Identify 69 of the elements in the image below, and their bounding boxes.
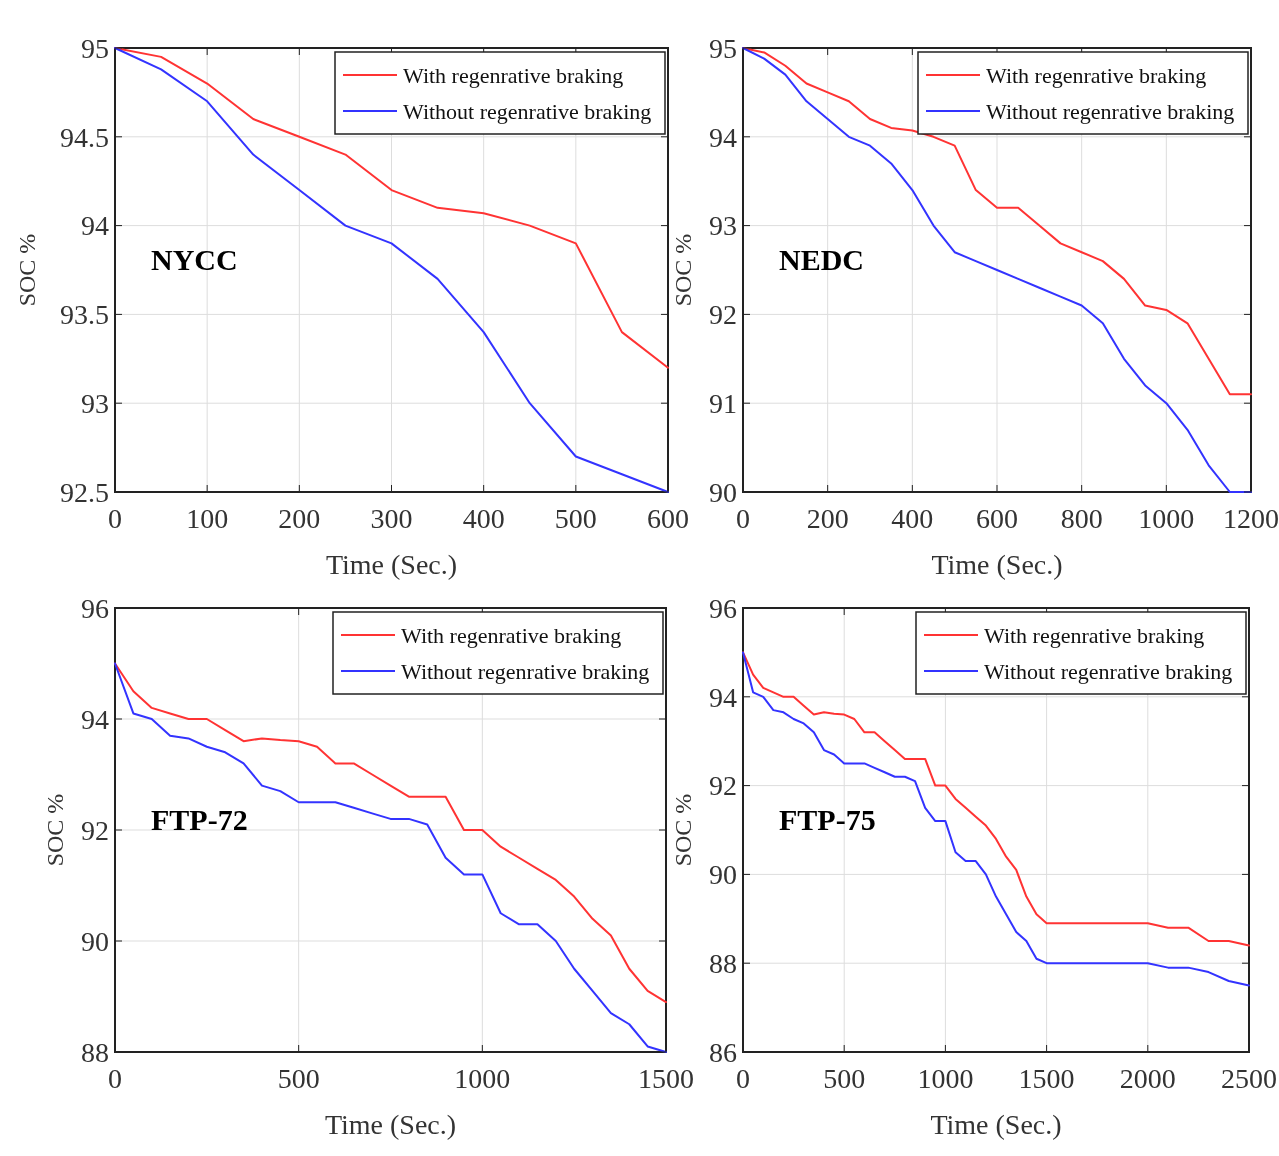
x-tick-label: 500 [554,503,597,534]
x-tick-label: 0 [736,1063,750,1094]
legend-label: With regenrative braking [401,622,622,648]
y-tick-label: 94.5 [60,121,109,153]
y-tick-label: 91 [709,388,737,419]
y-tick-label: 95 [709,32,737,64]
annotation: FTP-72 [151,803,248,836]
y-tick-label: 92 [709,770,737,802]
x-tick-label: 0 [108,503,122,534]
x-tick-label: 600 [976,503,1018,534]
x-tick-label: 400 [891,503,934,534]
y-tick-label: 94 [709,121,737,153]
legend-label: Without regenrative braking [403,98,652,124]
y-tick-label: 93 [709,210,737,242]
x-axis-title: Time (Sec.) [324,1109,457,1140]
y-tick-label: 86 [709,1036,737,1068]
y-tick-label: 95 [81,32,109,64]
y-tick-label: 90 [709,476,737,508]
y-tick-label: 90 [81,925,109,957]
y-tick-label: 92 [81,814,109,846]
y-tick-label: 88 [81,1036,109,1068]
y-tick-label: 94 [81,703,109,735]
y-tick-label: 94 [81,210,109,242]
x-tick-label: 1000 [454,1063,511,1094]
x-axis-title: Time (Sec.) [325,549,458,580]
x-tick-label: 100 [186,503,229,534]
y-axis-title: SOC % [42,793,68,867]
x-tick-label: 0 [736,503,750,534]
legend-label: Without regenrative braking [984,658,1233,684]
y-axis-title: SOC % [14,233,40,307]
y-tick-label: 96 [81,592,109,624]
legend-label: Without regenrative braking [401,658,650,684]
x-tick-label: 2500 [1221,1063,1277,1094]
x-tick-label: 600 [647,503,689,534]
annotation: FTP-75 [779,803,876,836]
y-tick-label: 96 [709,592,737,624]
x-tick-label: 300 [370,503,413,534]
x-tick-label: 200 [806,503,849,534]
line-series [742,47,1252,493]
y-axis-title: SOC % [670,793,696,867]
y-axis-title: SOC % [670,233,696,307]
x-tick-label: 500 [823,1063,866,1094]
x-tick-label: 400 [462,503,505,534]
x-tick-label: 200 [278,503,321,534]
legend-label: Without regenrative braking [986,98,1235,124]
x-axis-title: Time (Sec.) [931,549,1063,580]
x-tick-label: 2000 [1119,1063,1176,1094]
line-series [114,47,669,493]
x-tick-label: 500 [277,1063,320,1094]
legend-label: With regenrative braking [986,62,1207,88]
y-tick-label: 94 [709,681,737,713]
y-tick-label: 93.5 [60,299,109,331]
legend-label: With regenrative braking [403,62,624,88]
x-tick-label: 1000 [917,1063,974,1094]
y-tick-label: 90 [709,859,737,891]
annotation: NYCC [151,243,238,276]
annotation: NEDC [779,243,865,276]
x-tick-label: 1000 [1138,503,1195,534]
y-tick-label: 88 [709,948,737,979]
x-tick-label: 1500 [638,1063,694,1094]
legend-label: With regenrative braking [984,622,1205,648]
y-tick-label: 93 [81,388,109,419]
x-tick-label: 800 [1060,503,1103,534]
x-tick-label: 1200 [1223,503,1279,534]
x-tick-label: 1500 [1018,1063,1075,1094]
x-tick-label: 0 [108,1063,122,1094]
x-axis-title: Time (Sec.) [930,1109,1062,1140]
y-tick-label: 92 [709,299,737,331]
y-tick-label: 92.5 [60,476,109,508]
